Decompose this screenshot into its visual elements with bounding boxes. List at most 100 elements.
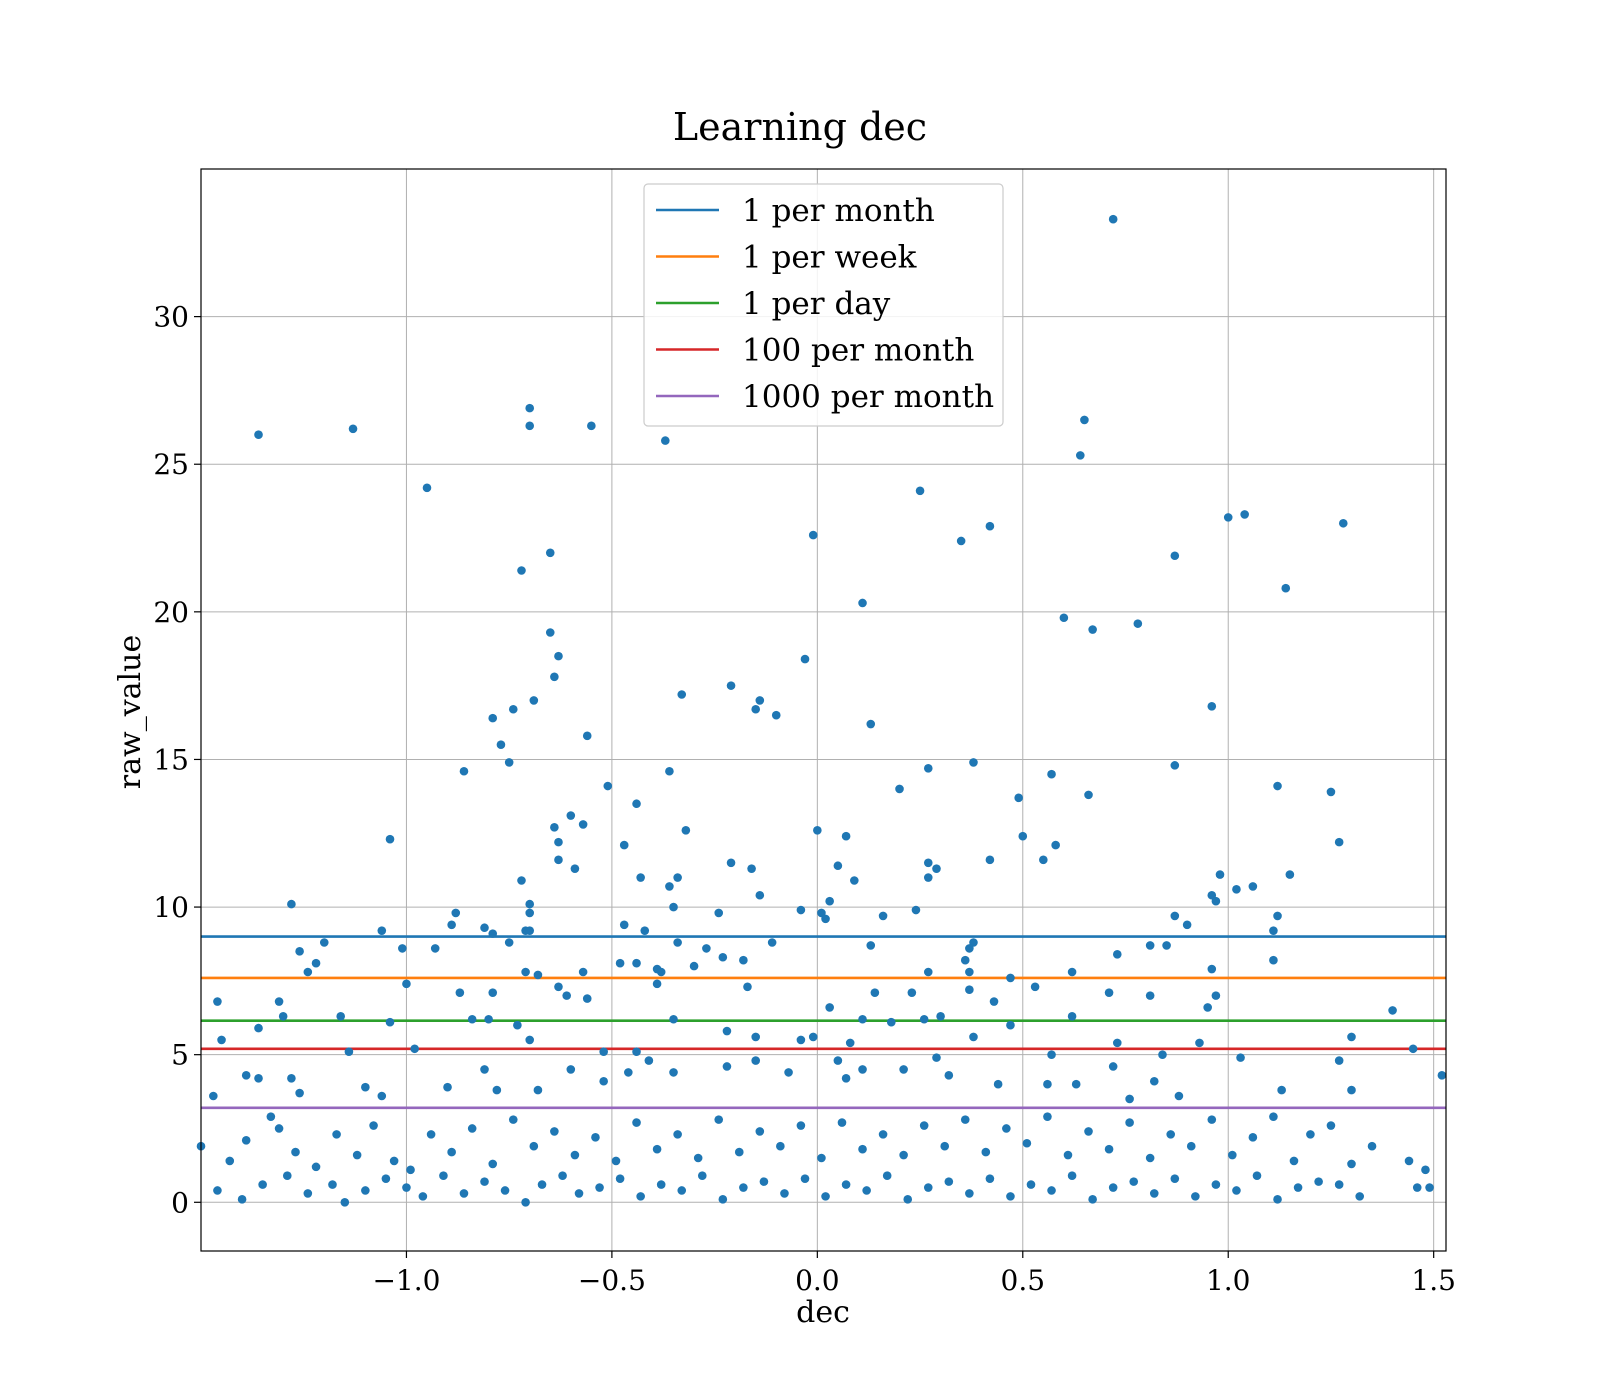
data-point <box>989 997 999 1006</box>
data-point <box>447 920 456 930</box>
data-point <box>1306 1130 1315 1139</box>
data-point <box>886 1017 896 1027</box>
data-point <box>739 1183 748 1192</box>
data-point <box>1026 1180 1036 1189</box>
data-point <box>377 1091 387 1101</box>
data-point <box>1047 1050 1056 1059</box>
data-point <box>866 941 876 950</box>
data-point <box>1170 551 1180 561</box>
data-point <box>533 970 543 980</box>
y-tick-label: 30 <box>153 301 189 334</box>
data-point <box>858 598 867 608</box>
data-point <box>644 1056 654 1065</box>
data-point <box>311 958 321 968</box>
data-point <box>422 483 432 493</box>
data-point <box>1088 1195 1097 1204</box>
data-point <box>673 938 682 947</box>
data-point <box>800 1174 810 1183</box>
data-point <box>1125 1094 1134 1104</box>
data-point <box>697 1171 707 1181</box>
data-point <box>266 1112 276 1121</box>
legend-box <box>643 183 1004 427</box>
data-point <box>430 944 440 953</box>
data-point <box>632 1118 641 1127</box>
data-point <box>1248 1133 1258 1142</box>
data-point <box>907 988 917 997</box>
data-point <box>796 905 806 915</box>
data-point <box>726 858 736 868</box>
data-point <box>1326 1121 1336 1130</box>
data-point <box>578 820 588 829</box>
data-point <box>1195 1038 1204 1048</box>
data-point <box>841 1180 851 1189</box>
data-point <box>385 834 395 844</box>
data-point <box>550 1127 559 1136</box>
data-point <box>513 1020 522 1030</box>
data-point <box>1063 1150 1073 1160</box>
data-point <box>944 1071 954 1080</box>
data-point <box>1314 1177 1323 1186</box>
data-point <box>718 1195 728 1204</box>
data-point <box>1047 769 1056 779</box>
data-point <box>278 1011 288 1021</box>
data-point <box>599 1076 608 1086</box>
data-point <box>525 899 535 909</box>
data-point <box>525 926 535 935</box>
data-point <box>426 1130 436 1139</box>
data-point <box>595 1183 604 1192</box>
data-point <box>488 713 498 723</box>
data-point <box>895 784 904 794</box>
data-point <box>484 1014 493 1024</box>
data-point <box>1014 793 1023 803</box>
data-point <box>361 1082 370 1092</box>
data-point <box>303 1189 313 1198</box>
data-point <box>566 1065 576 1074</box>
data-point <box>1108 214 1118 224</box>
data-point <box>632 799 641 809</box>
data-point <box>521 1197 530 1207</box>
data-point <box>1404 1156 1414 1166</box>
data-point <box>504 758 514 767</box>
data-point <box>615 1174 625 1183</box>
data-point <box>1326 787 1336 797</box>
data-point <box>619 840 629 850</box>
data-point <box>919 1014 929 1024</box>
data-point <box>1129 1177 1139 1186</box>
data-point <box>529 1141 539 1151</box>
data-point <box>825 1003 834 1012</box>
x-tick-label: −0.5 <box>578 1264 646 1297</box>
data-point <box>213 997 222 1006</box>
data-point <box>241 1071 251 1080</box>
data-point <box>776 1141 785 1151</box>
data-point <box>287 899 296 909</box>
data-point <box>402 1183 411 1192</box>
data-point <box>751 704 761 714</box>
data-point <box>669 1068 678 1077</box>
data-point <box>714 908 724 918</box>
data-point <box>960 1115 970 1124</box>
data-point <box>652 979 662 989</box>
data-point <box>254 430 263 440</box>
data-point <box>348 424 358 434</box>
data-point <box>771 710 781 720</box>
data-point <box>504 938 514 947</box>
data-point <box>899 1150 908 1160</box>
data-point <box>734 1147 744 1157</box>
x-tick-label: 0.0 <box>795 1264 840 1297</box>
data-point <box>332 1130 341 1139</box>
data-point <box>858 1144 867 1154</box>
data-point <box>570 1150 580 1160</box>
data-point <box>726 681 736 690</box>
data-point <box>652 1144 662 1154</box>
data-point <box>1030 982 1040 992</box>
data-point <box>1170 1174 1180 1183</box>
data-point <box>1412 1183 1422 1192</box>
y-axis-label: raw_value <box>113 635 148 789</box>
data-point <box>915 486 925 496</box>
data-point <box>1203 1003 1212 1012</box>
data-point <box>841 1073 851 1083</box>
data-point <box>1367 1141 1377 1151</box>
data-point <box>837 1118 847 1127</box>
data-point <box>1166 1130 1176 1139</box>
data-point <box>993 1079 1003 1089</box>
